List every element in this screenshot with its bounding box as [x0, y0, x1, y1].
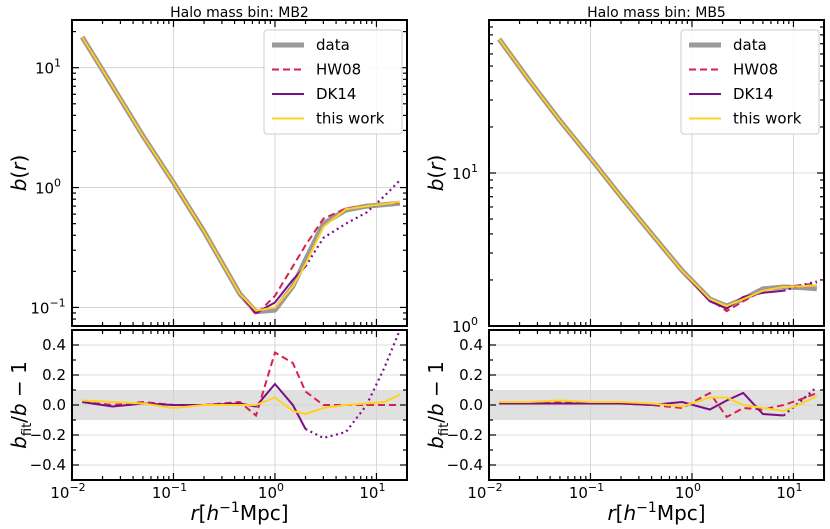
residual-y-axis-label: bfit/b − 1	[7, 361, 35, 449]
y-tick-label: 100	[35, 177, 61, 198]
y-axis-label: b(r)	[424, 155, 448, 192]
tick-marks	[488, 19, 825, 480]
residual-this-work-line	[499, 395, 818, 413]
residual-y-tick-label: 0.2	[42, 366, 66, 384]
panel-mb2: Halo mass bin: MB2 10−2 10−1 100 101 10−1 100 1…	[7, 5, 408, 525]
legend: data HW08 DK14 this work	[263, 29, 403, 135]
legend-label-dk14: DK14	[316, 85, 356, 103]
panel-title: Halo mass bin: MB5	[587, 5, 726, 21]
residual-series	[499, 386, 818, 419]
x-tick-label: 101	[359, 481, 385, 502]
residual-y-tick-label: 0.4	[42, 336, 66, 354]
x-tick-label: 10−2	[467, 481, 502, 502]
residual-y-tick-label: 0.0	[459, 396, 483, 414]
residual-y-tick-label: 0.2	[459, 366, 483, 384]
y-tick-label: 101	[35, 57, 61, 78]
residual-y-tick-label: 0.0	[42, 396, 66, 414]
legend-label-this-work: this work	[316, 110, 385, 128]
x-tick-label: 10−2	[50, 481, 85, 502]
top-series	[497, 37, 818, 313]
residual-hw08-line	[499, 391, 818, 419]
top-series	[80, 35, 401, 317]
panel-title: Halo mass bin: MB2	[170, 5, 309, 21]
residual-y-tick-label: −0.4	[30, 456, 66, 474]
residual-y-tick-label: −0.2	[30, 426, 66, 444]
residual-y-axis-label: bfit/b − 1	[424, 361, 452, 449]
legend: data HW08 DK14 this work	[680, 29, 820, 135]
residual-y-tick-label: −0.2	[447, 426, 483, 444]
residual-y-tick-label: 0.4	[459, 336, 483, 354]
residual-dk14-dotted-line	[305, 330, 401, 440]
bias-this-work-line	[498, 38, 817, 308]
x-tick-label: 10−1	[569, 481, 604, 502]
bias-dk14-dotted-line	[783, 280, 818, 292]
x-axis-label: r[h−1Mpc]	[607, 500, 705, 525]
x-tick-label: 100	[258, 481, 284, 502]
panel-mb5: Halo mass bin: MB5 10−2 10−1 100 101 100 101 −0…	[424, 5, 825, 525]
y-tick-label: 100	[452, 315, 478, 336]
legend-label-data: data	[733, 36, 767, 54]
y-tick-label: 10−1	[30, 296, 65, 317]
x-axis-label: r[h−1Mpc]	[190, 500, 288, 525]
residual-series	[82, 330, 401, 440]
residual-this-work-line	[82, 393, 401, 416]
residual-dk14-dotted-line	[782, 386, 818, 417]
legend-label-data: data	[316, 36, 350, 54]
top-axes-frame	[71, 19, 408, 327]
bias-this-work-line	[81, 36, 400, 312]
residual-y-tick-label: −0.4	[447, 456, 483, 474]
legend-label-dk14: DK14	[733, 85, 773, 103]
legend-label-this-work: this work	[733, 110, 802, 128]
tick-marks	[71, 20, 408, 480]
y-tick-label: 101	[452, 162, 478, 183]
residual-dk14-line	[499, 391, 784, 417]
y-axis-label: b(r)	[7, 155, 31, 192]
bias-dk14-dotted-line	[304, 179, 401, 267]
x-tick-label: 101	[776, 481, 802, 502]
legend-box	[680, 29, 820, 135]
x-tick-label: 10−1	[152, 481, 187, 502]
legend-label-hw08: HW08	[733, 61, 778, 79]
legend-label-hw08: HW08	[316, 61, 361, 79]
legend-box	[263, 29, 403, 135]
x-tick-label: 100	[675, 481, 701, 502]
